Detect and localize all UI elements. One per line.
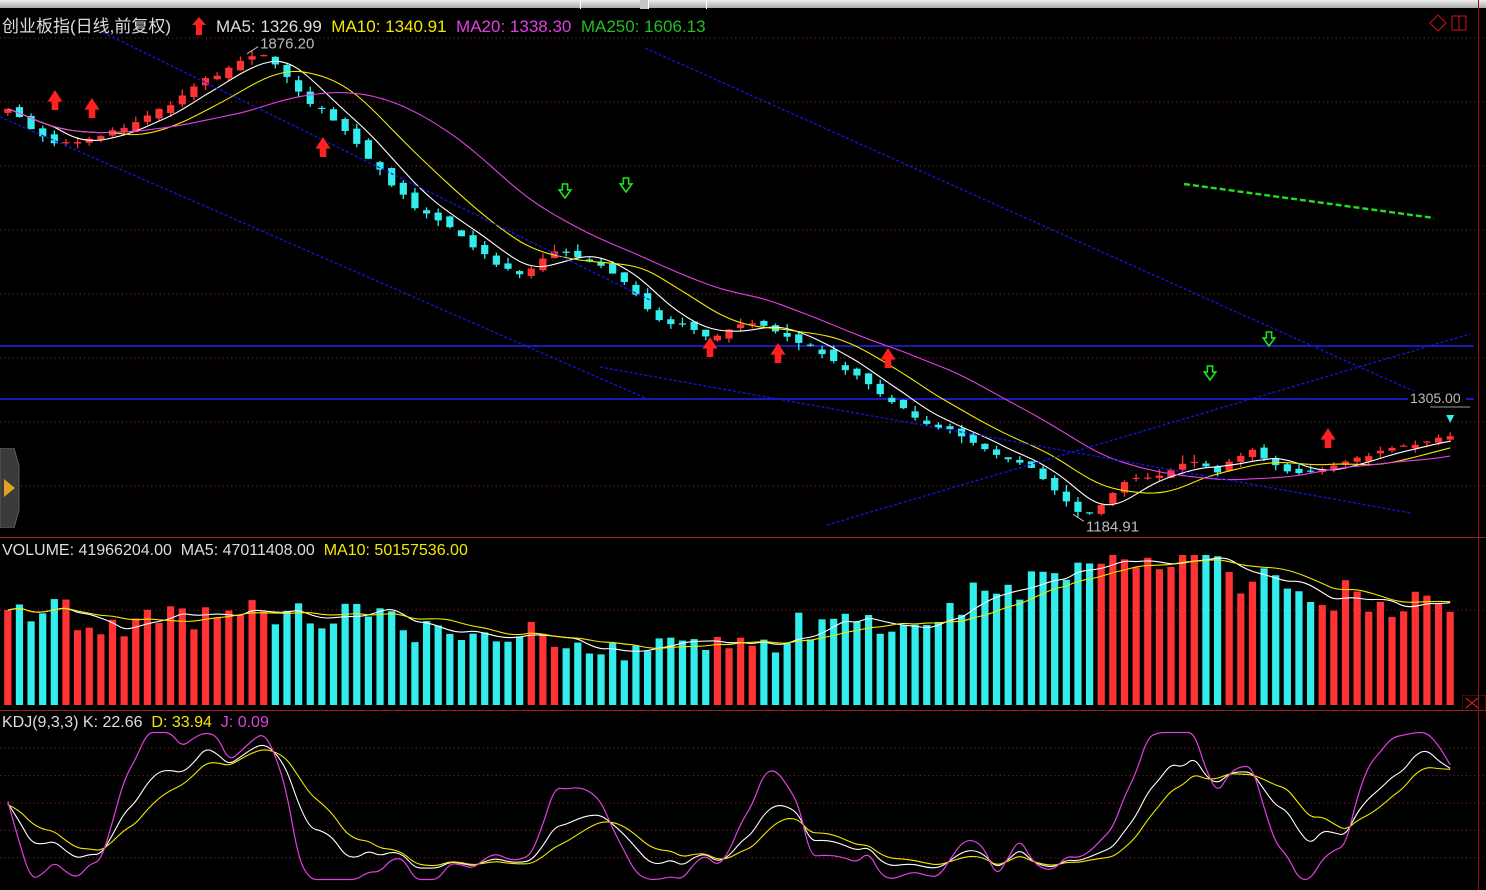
svg-text:1184.91: 1184.91 [1086,518,1139,535]
svg-text:1876.20: 1876.20 [260,36,314,53]
svg-text:1305.00: 1305.00 [1410,390,1461,406]
